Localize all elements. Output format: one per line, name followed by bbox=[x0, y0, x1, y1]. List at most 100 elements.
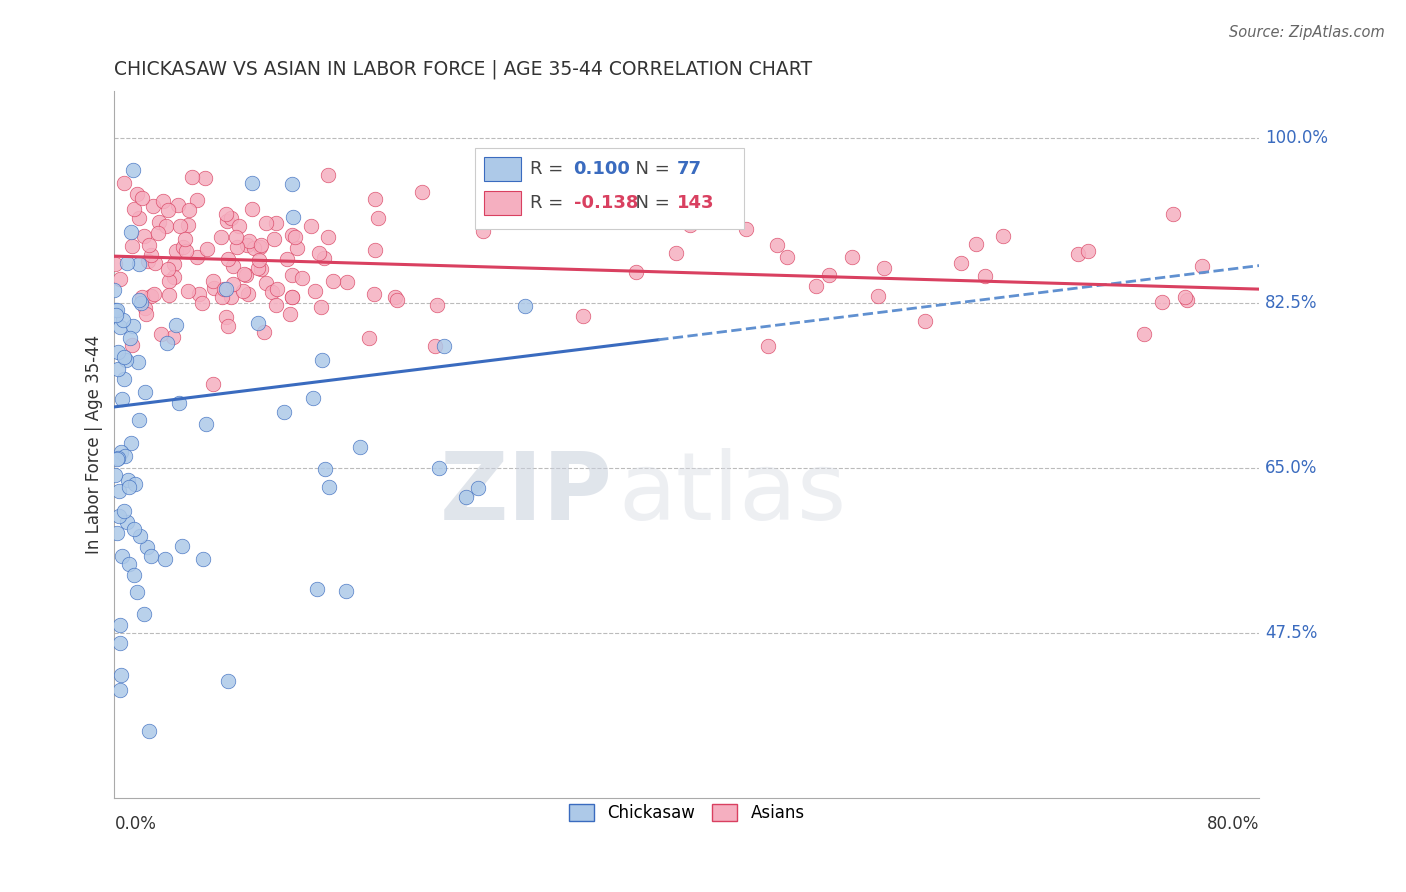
Point bbox=[118, 331, 141, 345]
Point bbox=[364, 244, 387, 258]
Point bbox=[471, 224, 494, 238]
Point bbox=[177, 218, 200, 232]
Point bbox=[914, 314, 936, 328]
Point bbox=[247, 253, 270, 268]
Point bbox=[138, 237, 160, 252]
Text: 65.0%: 65.0% bbox=[1265, 459, 1317, 477]
Point bbox=[335, 583, 357, 598]
Point bbox=[177, 284, 200, 298]
Text: 0.0%: 0.0% bbox=[114, 815, 156, 833]
Point bbox=[211, 290, 233, 304]
Point bbox=[974, 268, 997, 283]
Point bbox=[201, 376, 224, 391]
Point bbox=[276, 252, 298, 267]
Point bbox=[167, 198, 190, 212]
Point bbox=[135, 307, 157, 321]
Point bbox=[128, 257, 150, 271]
Point bbox=[280, 228, 302, 243]
Point bbox=[1191, 259, 1213, 273]
FancyBboxPatch shape bbox=[484, 157, 520, 181]
Point bbox=[112, 176, 135, 190]
Point bbox=[104, 302, 127, 317]
Point bbox=[222, 277, 245, 291]
Point bbox=[756, 338, 779, 352]
Point bbox=[110, 445, 132, 459]
Point bbox=[273, 404, 295, 418]
Point bbox=[425, 338, 447, 352]
Point bbox=[318, 480, 340, 494]
Point bbox=[249, 238, 271, 252]
Point bbox=[384, 290, 406, 304]
Point bbox=[115, 352, 138, 367]
Point bbox=[148, 214, 170, 228]
Point bbox=[219, 290, 242, 304]
Point bbox=[336, 275, 359, 289]
FancyBboxPatch shape bbox=[484, 191, 520, 215]
Point bbox=[163, 270, 186, 285]
Point bbox=[818, 268, 841, 282]
Point bbox=[411, 186, 433, 200]
Point bbox=[266, 282, 288, 296]
Point bbox=[111, 549, 134, 563]
Point bbox=[264, 216, 287, 230]
Point bbox=[316, 230, 339, 244]
Point bbox=[139, 549, 162, 563]
Point bbox=[155, 219, 177, 233]
Text: N =: N = bbox=[624, 194, 675, 212]
Text: atlas: atlas bbox=[619, 448, 846, 540]
Point bbox=[134, 385, 156, 400]
Point bbox=[433, 339, 456, 353]
Point bbox=[115, 256, 138, 270]
Point bbox=[125, 584, 148, 599]
Point bbox=[1067, 247, 1090, 261]
Point bbox=[314, 251, 336, 265]
Point bbox=[107, 345, 129, 359]
Point bbox=[212, 282, 235, 296]
Text: CHICKASAW VS ASIAN IN LABOR FORCE | AGE 35-44 CORRELATION CHART: CHICKASAW VS ASIAN IN LABOR FORCE | AGE … bbox=[114, 60, 813, 79]
Point bbox=[172, 240, 194, 254]
Point bbox=[311, 352, 333, 367]
Point bbox=[215, 206, 238, 220]
Point bbox=[128, 413, 150, 427]
Point bbox=[626, 265, 648, 279]
Point bbox=[232, 284, 254, 298]
Point bbox=[103, 283, 125, 297]
Point bbox=[129, 529, 152, 543]
Point bbox=[108, 320, 131, 334]
Point bbox=[104, 257, 127, 271]
Point bbox=[238, 234, 260, 248]
Point bbox=[250, 261, 273, 276]
Point bbox=[349, 441, 371, 455]
Point bbox=[364, 192, 387, 206]
Point bbox=[194, 417, 217, 432]
Point bbox=[139, 289, 162, 303]
Point bbox=[238, 287, 260, 301]
Point bbox=[217, 214, 239, 228]
Point bbox=[107, 509, 129, 524]
Point bbox=[112, 504, 135, 518]
Point bbox=[254, 276, 277, 290]
Point bbox=[131, 290, 153, 304]
Point bbox=[110, 636, 132, 650]
Point bbox=[301, 391, 323, 405]
Point bbox=[281, 211, 304, 225]
Point bbox=[1077, 244, 1099, 259]
Point bbox=[253, 325, 276, 339]
Point bbox=[215, 310, 238, 324]
Point bbox=[153, 552, 176, 566]
Point bbox=[174, 244, 197, 258]
Point bbox=[426, 298, 449, 312]
Point bbox=[307, 582, 329, 596]
Point bbox=[181, 169, 204, 184]
Point bbox=[766, 238, 789, 252]
Point bbox=[316, 168, 339, 182]
Point bbox=[950, 256, 973, 270]
Point bbox=[240, 176, 263, 190]
Point bbox=[138, 254, 160, 268]
Point bbox=[235, 268, 257, 282]
Point bbox=[114, 372, 136, 386]
Point bbox=[993, 228, 1015, 243]
Y-axis label: In Labor Force | Age 35-44: In Labor Force | Age 35-44 bbox=[86, 335, 103, 554]
Text: 77: 77 bbox=[676, 160, 702, 178]
Text: R =: R = bbox=[530, 194, 569, 212]
